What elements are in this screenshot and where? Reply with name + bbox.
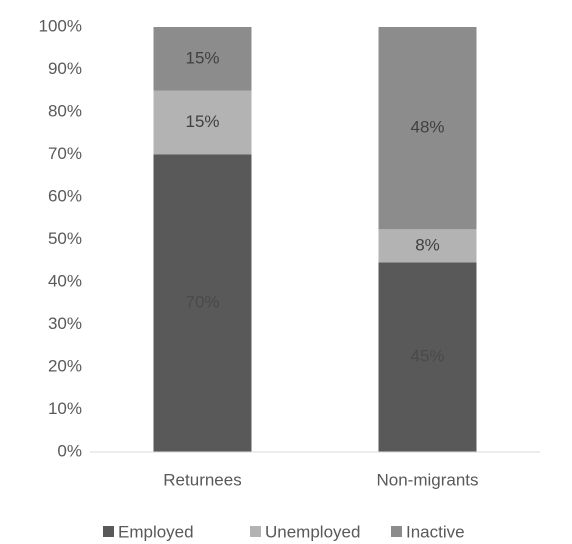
data-label: 8% xyxy=(415,235,440,254)
y-tick-label: 30% xyxy=(48,314,82,333)
legend-label: Employed xyxy=(118,522,194,541)
bar-segment xyxy=(378,27,477,230)
legend-swatch xyxy=(391,526,402,537)
y-tick-label: 90% xyxy=(48,59,82,78)
bar-segment xyxy=(153,27,252,91)
y-tick-label: 60% xyxy=(48,186,82,205)
legend-swatch xyxy=(250,526,261,537)
legend-swatch xyxy=(103,526,114,537)
bar-segment xyxy=(153,90,252,155)
y-tick-label: 70% xyxy=(48,144,82,163)
legend-label: Inactive xyxy=(406,522,465,541)
y-tick-label: 10% xyxy=(48,399,82,418)
data-label: 45% xyxy=(410,347,444,366)
x-tick-label: Non-migrants xyxy=(376,470,478,489)
bar-segment xyxy=(378,262,477,452)
data-label: 15% xyxy=(185,48,219,67)
bar-segment xyxy=(153,154,252,452)
y-tick-label: 20% xyxy=(48,356,82,375)
data-label: 15% xyxy=(185,112,219,131)
y-tick-label: 0% xyxy=(57,441,82,460)
legend-label: Unemployed xyxy=(265,522,360,541)
data-label: 48% xyxy=(410,118,444,137)
y-tick-label: 50% xyxy=(48,229,82,248)
bar-segment xyxy=(378,229,477,263)
y-tick-label: 100% xyxy=(39,16,82,35)
data-label: 70% xyxy=(185,293,219,312)
y-tick-label: 40% xyxy=(48,271,82,290)
x-tick-label: Returnees xyxy=(163,470,241,489)
y-tick-label: 80% xyxy=(48,101,82,120)
